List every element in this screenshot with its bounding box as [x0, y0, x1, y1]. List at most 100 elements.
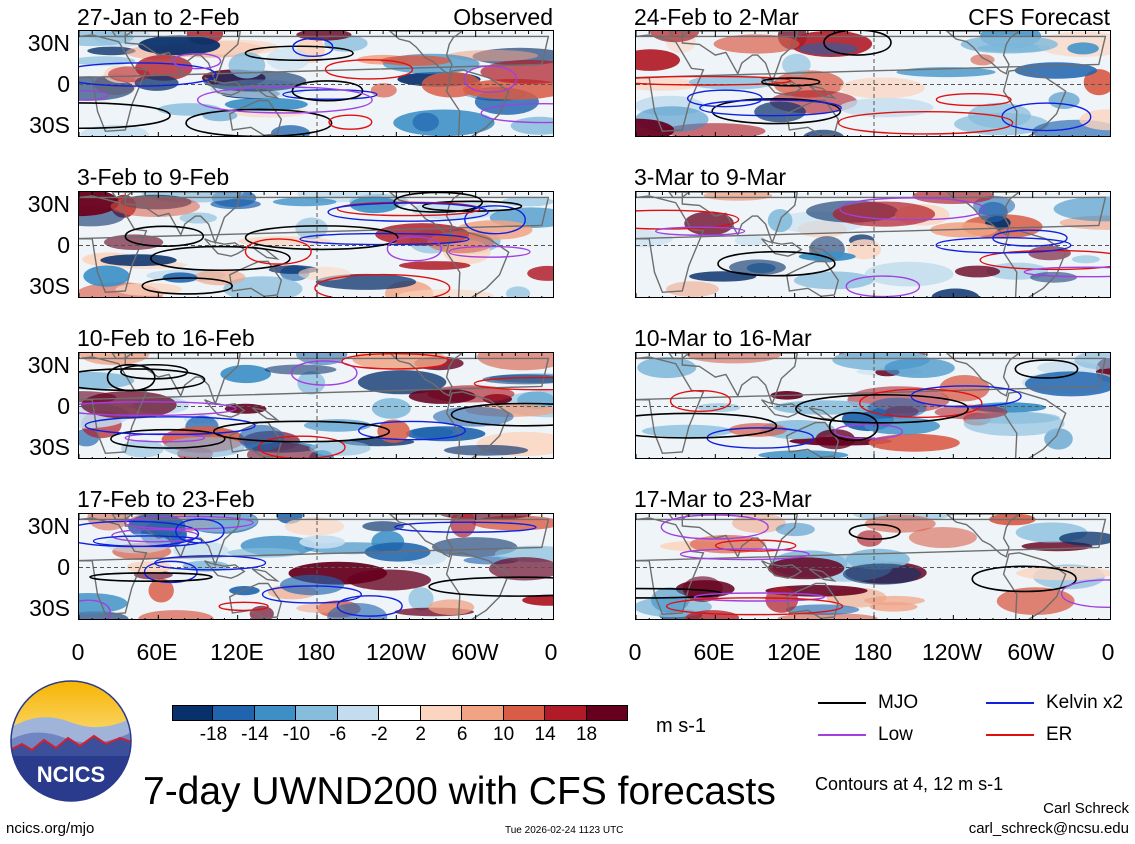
coastline [251, 568, 280, 582]
mjo-contour [149, 245, 291, 272]
email[interactable]: carl_schreck@ncsu.edu [968, 820, 1129, 837]
x-axis-label: 180 [853, 639, 893, 665]
coastline [681, 192, 799, 245]
x-axis-label: 0 [628, 639, 642, 665]
wind-anomaly-patch [148, 578, 174, 603]
y-axis-label: 0 [57, 232, 70, 258]
colorbar-swatch [296, 705, 338, 721]
coastline [79, 195, 550, 294]
wind-anomaly-patch [666, 281, 719, 297]
kelvin-contour [706, 427, 815, 449]
wind-anomaly-patch [775, 522, 815, 537]
er-contour [314, 273, 451, 297]
wind-anomaly-patch [138, 610, 214, 619]
url[interactable]: ncics.org/mjo [6, 820, 95, 837]
coastline [124, 353, 242, 406]
legend-low-line [818, 734, 866, 736]
wind-anomaly-patch [249, 605, 274, 619]
wind-anomaly-patch [786, 604, 860, 615]
low-contour [290, 360, 358, 386]
forecast-map-2 [635, 191, 1111, 298]
coastline [945, 192, 1021, 236]
low-contour [463, 65, 517, 93]
legend-er-label: ER [1046, 724, 1073, 745]
coastline [808, 407, 837, 421]
er-contour [859, 388, 983, 418]
observed-label: Observed [453, 4, 553, 30]
mjo-contour [795, 394, 969, 424]
low-contour [679, 548, 810, 561]
colorbar-tick: 14 [534, 724, 556, 745]
wind-anomaly-patch [229, 586, 260, 596]
mjo-contour [450, 402, 553, 427]
mjo-contour [89, 572, 213, 582]
colorbar-swatch [586, 705, 628, 721]
observed-map-2 [78, 191, 554, 298]
mjo-contour [244, 45, 354, 62]
wind-anomaly-patch [220, 364, 271, 384]
coastline [945, 31, 1021, 75]
wind-anomaly-patch [734, 234, 766, 247]
forecast-map-1 [635, 30, 1111, 137]
kelvin-contour [910, 385, 1022, 408]
legend-mjo-line [818, 702, 866, 704]
mjo-contour [79, 102, 171, 129]
y-axis-label: 0 [57, 554, 70, 580]
kelvin-contour [79, 520, 200, 548]
wind-anomaly-patch [793, 271, 874, 290]
wind-anomaly-patch [954, 265, 1001, 278]
panel-title: 17-Feb to 23-Feb [77, 486, 255, 512]
wind-anomaly-patch [327, 603, 388, 619]
coastline [228, 260, 283, 297]
colorbar-swatch [172, 705, 214, 721]
wind-anomaly-patch [264, 364, 337, 375]
coastline [388, 514, 464, 558]
coastline [111, 31, 134, 38]
wind-anomaly-patch [840, 77, 925, 99]
kelvin-contour [394, 521, 537, 533]
wind-anomaly-patch [477, 353, 553, 371]
wind-anomaly-patch [939, 375, 990, 402]
er-contour [935, 93, 1012, 107]
coastline [761, 560, 803, 579]
coastline [681, 514, 799, 567]
coastline [228, 421, 283, 458]
colorbar-tick: -18 [199, 724, 228, 745]
colorbar-swatch [379, 705, 421, 721]
x-axis-label: 120E [210, 639, 264, 665]
mjo-contour [848, 523, 901, 540]
wind-anomaly-patch [412, 112, 439, 132]
coastline [445, 552, 510, 619]
coastline [761, 77, 803, 96]
wind-anomaly-patch [299, 535, 346, 549]
coastline [388, 31, 464, 75]
legend-kelvin-line [986, 702, 1034, 704]
wind-anomaly-patch [839, 97, 934, 118]
x-axis-label: 60W [451, 639, 499, 665]
colorbar-tick: 6 [456, 724, 468, 745]
coastline [668, 353, 691, 360]
coastline [668, 514, 691, 521]
coastline [945, 514, 1021, 558]
low-contour [79, 90, 109, 101]
mjo-contour [393, 192, 484, 213]
colorbar-tick: -6 [329, 724, 347, 745]
wind-anomaly-patch [309, 440, 371, 456]
kelvin-contour [261, 585, 362, 604]
wind-anomaly-patch [79, 353, 150, 366]
colorbar-tick: -14 [241, 724, 269, 745]
colorbar-tick: 10 [493, 724, 515, 745]
panel-title: 10-Feb to 16-Feb [77, 325, 255, 351]
coastline [79, 356, 550, 455]
x-axis-label: 120E [767, 639, 821, 665]
wind-anomaly-patch [488, 557, 553, 581]
wind-anomaly-patch [371, 398, 411, 419]
colorbar-swatch [462, 705, 504, 721]
coastline [388, 353, 464, 397]
observed-map-1 [78, 30, 554, 137]
coastline [124, 192, 242, 245]
kelvin-contour [154, 555, 267, 571]
mjo-contour [828, 411, 879, 442]
y-axis-label: 30N [27, 513, 70, 539]
low-contour [196, 86, 373, 114]
